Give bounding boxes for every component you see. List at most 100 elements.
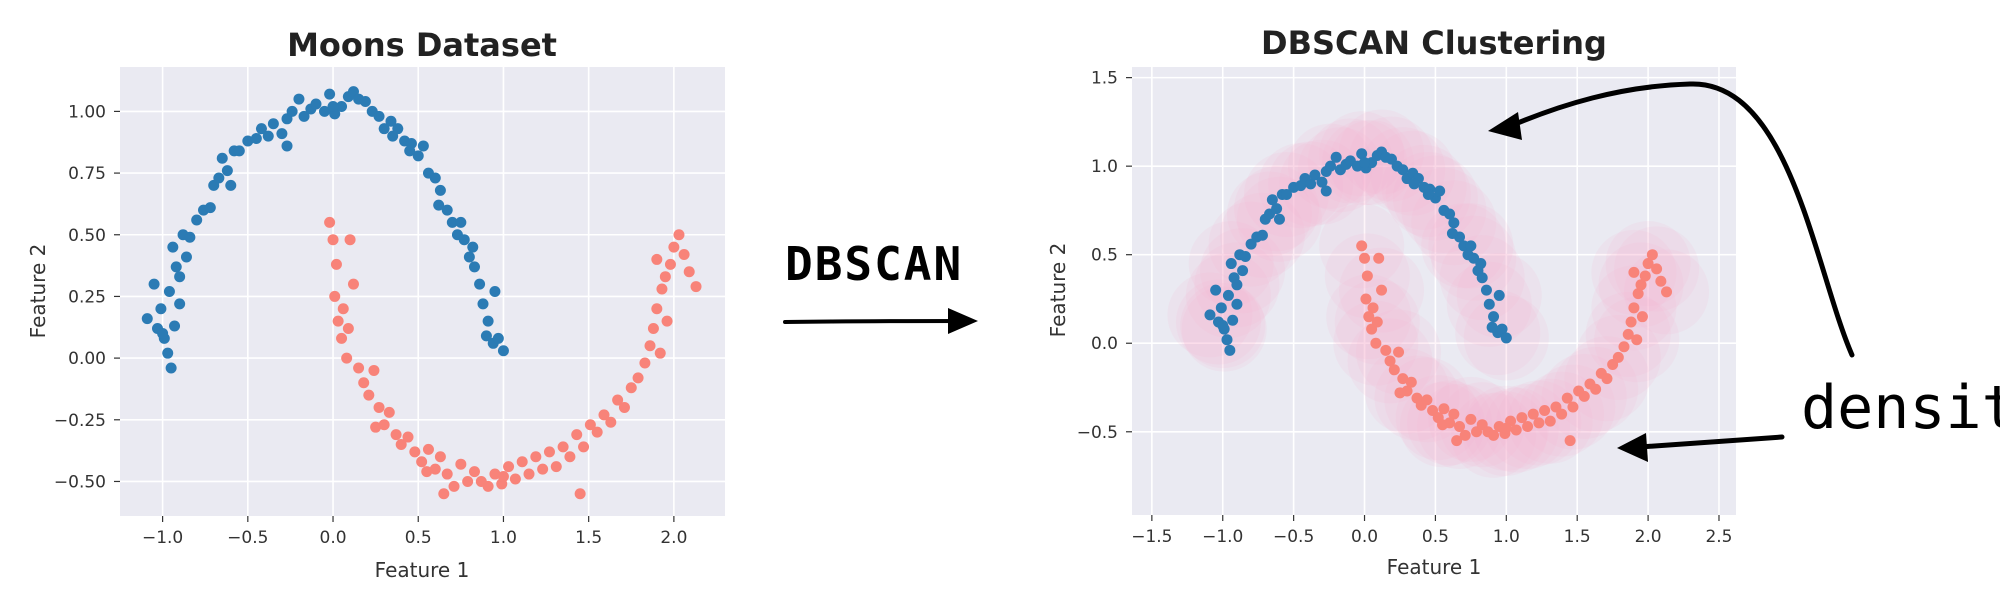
- data-point: [1488, 311, 1500, 323]
- data-point: [1618, 341, 1630, 353]
- curved-arrow-icon: [1505, 81, 1855, 358]
- data-point: [1635, 279, 1647, 291]
- data-point: [661, 315, 673, 327]
- data-point: [1434, 185, 1446, 197]
- data-point: [1527, 408, 1539, 420]
- data-point: [1446, 227, 1458, 239]
- data-point: [1370, 337, 1382, 349]
- data-point: [1661, 286, 1673, 298]
- data-point: [167, 241, 179, 253]
- data-point: [1465, 413, 1477, 425]
- data-point: [489, 468, 501, 480]
- data-point: [550, 461, 562, 473]
- data-point: [421, 466, 433, 478]
- data-point: [647, 323, 659, 335]
- data-point: [1578, 390, 1590, 402]
- data-point: [1539, 405, 1551, 417]
- data-point: [327, 100, 339, 112]
- data-point: [1488, 429, 1500, 441]
- data-point: [378, 123, 390, 135]
- y-tick-label: 1.0: [1091, 157, 1118, 177]
- data-point: [1496, 323, 1508, 335]
- data-point: [523, 468, 535, 480]
- data-point: [1217, 320, 1229, 332]
- data-point: [368, 364, 380, 376]
- data-point: [1533, 417, 1545, 429]
- dbscan-arrow-group: DBSCAN: [783, 237, 978, 334]
- data-point: [385, 115, 397, 127]
- x-tick-label: 2.0: [1635, 527, 1662, 547]
- data-point: [1384, 355, 1396, 367]
- data-point: [578, 441, 590, 453]
- data-point: [654, 347, 666, 359]
- y-tick-label: 0.75: [68, 164, 106, 184]
- data-point: [1405, 376, 1417, 388]
- data-point: [1437, 419, 1449, 431]
- data-point: [1225, 258, 1237, 270]
- data-point: [1642, 258, 1654, 270]
- data-point: [262, 130, 274, 142]
- x-tick-label: 1.5: [575, 528, 602, 548]
- data-point: [1564, 435, 1576, 447]
- data-point: [170, 261, 182, 273]
- data-point: [429, 172, 441, 184]
- y-tick-label: −0.25: [54, 411, 106, 431]
- data-point: [395, 438, 407, 450]
- data-point: [416, 456, 428, 468]
- data-point: [319, 105, 331, 117]
- x-tick-label: −0.5: [227, 528, 268, 548]
- data-point: [1544, 415, 1556, 427]
- data-point: [1359, 157, 1371, 169]
- data-point: [1397, 373, 1409, 385]
- y-tick-label: 1.5: [1091, 69, 1118, 89]
- ticks-left: −1.0 −0.5 0.0 0.5 1.0 1.5 2.0 −0.50 −0.25 0.00 0.2…: [54, 102, 688, 548]
- y-tick-label: −0.50: [54, 472, 106, 492]
- data-point: [1320, 185, 1332, 197]
- data-point: [155, 303, 167, 315]
- data-point: [165, 362, 177, 374]
- data-point: [180, 251, 192, 263]
- data-point: [337, 303, 349, 315]
- data-point: [242, 135, 254, 147]
- x-axis-label-right: Feature 1: [1387, 555, 1482, 579]
- data-point: [370, 421, 382, 433]
- data-point: [455, 216, 467, 228]
- data-point: [683, 266, 695, 278]
- data-point: [639, 357, 651, 369]
- data-point: [1567, 401, 1579, 413]
- data-point: [492, 332, 504, 344]
- x-tick-label: −1.5: [1131, 527, 1172, 547]
- data-point: [564, 451, 576, 463]
- data-point: [1655, 275, 1667, 287]
- data-point: [347, 278, 359, 290]
- data-point: [213, 172, 225, 184]
- data-point: [441, 468, 453, 480]
- data-point: [250, 133, 262, 145]
- data-point: [255, 123, 267, 135]
- data-point: [1408, 178, 1420, 190]
- data-point: [1373, 252, 1385, 264]
- y-tick-label: −0.5: [1077, 423, 1118, 443]
- data-point: [1451, 435, 1463, 447]
- data-point: [1476, 272, 1488, 284]
- data-point: [1622, 328, 1634, 340]
- data-point: [1394, 387, 1406, 399]
- data-point: [1266, 194, 1278, 206]
- data-point: [455, 458, 467, 470]
- data-point: [516, 456, 528, 468]
- data-point: [221, 165, 233, 177]
- data-point: [324, 88, 336, 100]
- x-axis-label-left: Feature 1: [375, 558, 470, 582]
- data-point: [434, 451, 446, 463]
- data-point: [651, 253, 663, 265]
- data-point: [1438, 403, 1450, 415]
- data-point: [330, 258, 342, 270]
- data-point: [1628, 302, 1640, 314]
- data-point: [537, 463, 549, 475]
- data-point: [310, 98, 322, 110]
- data-point: [441, 204, 453, 216]
- grid-right: [1132, 67, 1736, 515]
- data-point: [332, 315, 344, 327]
- data-point: [1330, 151, 1342, 163]
